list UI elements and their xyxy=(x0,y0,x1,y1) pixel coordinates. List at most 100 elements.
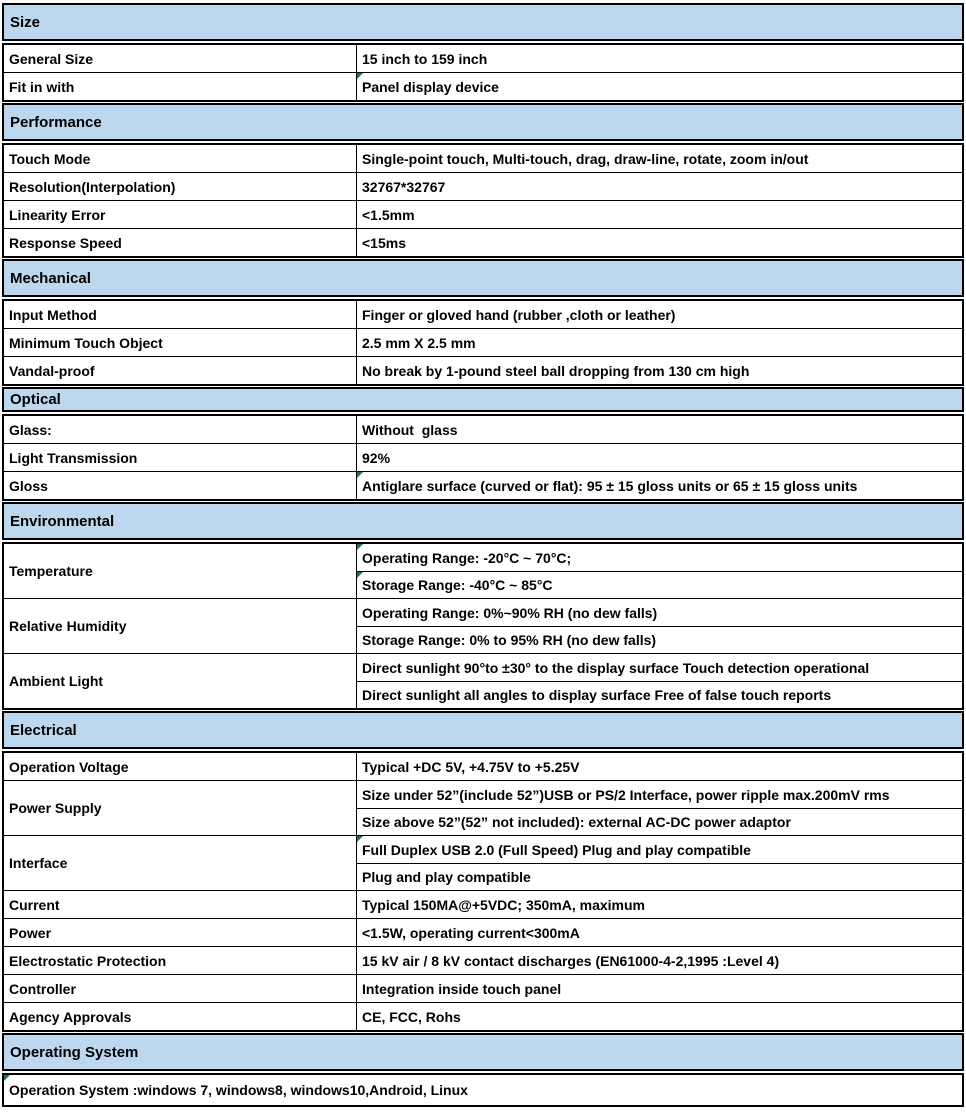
spec-row: General Size 15 inch to 159 inch xyxy=(4,45,962,72)
row-values: <1.5W, operating current<300mA xyxy=(357,919,962,946)
section-environmental: Environmental Temperature Operating Range:… xyxy=(2,502,964,710)
row-values: Operating Range: 0%~90% RH (no dew falls… xyxy=(357,599,962,653)
spec-row: Agency Approvals CE, FCC, Rohs xyxy=(4,1002,962,1030)
cell-flag-icon xyxy=(357,572,363,578)
row-label: Vandal-proof xyxy=(4,357,357,384)
row-value-text: Plug and play compatible xyxy=(362,869,531,885)
row-value-text: Full Duplex USB 2.0 (Full Speed) Plug an… xyxy=(362,841,751,858)
row-value: Single-point touch, Multi-touch, drag, d… xyxy=(357,145,962,172)
row-values: Full Duplex USB 2.0 (Full Speed) Plug an… xyxy=(357,836,962,890)
section-performance: Performance Touch Mode Single-point touch,… xyxy=(2,103,964,258)
row-values: Size under 52”(include 52”)USB or PS/2 I… xyxy=(357,781,962,835)
row-value-text: Direct sunlight 90°to ±30° to the displa… xyxy=(362,659,870,676)
row-label: Response Speed xyxy=(4,229,357,256)
row-values: Without glass xyxy=(357,416,962,443)
section-header: Mechanical xyxy=(2,259,964,297)
row-values: 92% xyxy=(357,444,962,471)
section-operating-system: Operating System Operation System :window… xyxy=(2,1033,964,1107)
row-value-text: 15 kV air / 8 kV contact discharges (EN6… xyxy=(362,952,780,969)
row-label: Operation Voltage xyxy=(4,753,357,780)
row-value: Without glass xyxy=(357,416,962,443)
section-header: Optical xyxy=(2,387,964,412)
section-header-label: Optical xyxy=(10,391,61,408)
row-value: Full Duplex USB 2.0 (Full Speed) Plug an… xyxy=(357,836,962,863)
spec-row: Interface Full Duplex USB 2.0 (Full Speed… xyxy=(4,835,962,890)
row-value: Direct sunlight 90°to ±30° to the displa… xyxy=(357,654,962,681)
row-values: 15 kV air / 8 kV contact discharges (EN6… xyxy=(357,947,962,974)
section-header: Electrical xyxy=(2,711,964,749)
row-value: 2.5 mm X 2.5 mm xyxy=(357,329,962,356)
section-rows: Operation System :windows 7, windows8, w… xyxy=(2,1073,964,1107)
row-label: Interface xyxy=(4,836,357,890)
row-values: Panel display device xyxy=(357,73,962,100)
row-values: 32767*32767 xyxy=(357,173,962,200)
spec-row: Power Supply Size under 52”(include 52”)U… xyxy=(4,780,962,835)
row-value-text: <1.5mm xyxy=(362,206,415,223)
row-label: Agency Approvals xyxy=(4,1003,357,1030)
spec-row: Controller Integration inside touch panel xyxy=(4,974,962,1002)
row-values: Typical +DC 5V, +4.75V to +5.25V xyxy=(357,753,962,780)
row-value: Size above 52”(52” not included): extern… xyxy=(357,808,962,835)
row-value-text: CE, FCC, Rohs xyxy=(362,1008,461,1025)
row-label: Electrostatic Protection xyxy=(4,947,357,974)
section-header-label: Performance xyxy=(10,113,102,131)
section-header-label: Mechanical xyxy=(10,269,91,287)
spec-row: Gloss Antiglare surface (curved or flat):… xyxy=(4,471,962,499)
row-value-text: Typical 150MA@+5VDC; 350mA, maximum xyxy=(362,896,646,913)
row-value: Storage Range: 0% to 95% RH (no dew fall… xyxy=(357,626,962,653)
row-value-text: Without glass xyxy=(362,421,458,438)
row-label: Fit in with xyxy=(4,73,357,100)
row-label: Linearity Error xyxy=(4,201,357,228)
row-full-value: Operation System :windows 7, windows8, w… xyxy=(4,1075,962,1105)
row-value-text: Direct sunlight all angles to display su… xyxy=(362,687,832,703)
section-optical: Optical Glass: Without glass Light Transmis… xyxy=(2,387,964,501)
row-value-text: Finger or gloved hand (rubber ,cloth or … xyxy=(362,306,676,323)
cell-flag-icon xyxy=(357,544,363,550)
section-header-label: Size xyxy=(10,13,41,31)
row-value: Panel display device xyxy=(357,73,962,100)
row-label: Input Method xyxy=(4,301,357,328)
row-value-text: Typical +DC 5V, +4.75V to +5.25V xyxy=(362,758,580,775)
row-value-text: 15 inch to 159 inch xyxy=(362,50,488,67)
row-values: Direct sunlight 90°to ±30° to the displa… xyxy=(357,654,962,708)
row-value-text: Size under 52”(include 52”)USB or PS/2 I… xyxy=(362,786,890,803)
row-value-text: Size above 52”(52” not included): extern… xyxy=(362,814,791,830)
row-value-text: Storage Range: -40°C ~ 85°C xyxy=(362,577,553,593)
row-value: 32767*32767 xyxy=(357,173,962,200)
row-values: Typical 150MA@+5VDC; 350mA, maximum xyxy=(357,891,962,918)
row-value: <15ms xyxy=(357,229,962,256)
row-value-text: <15ms xyxy=(362,234,406,251)
row-value: Finger or gloved hand (rubber ,cloth or … xyxy=(357,301,962,328)
section-header: Operating System xyxy=(2,1033,964,1071)
spec-row: Operation Voltage Typical +DC 5V, +4.75V … xyxy=(4,753,962,780)
section-rows: Temperature Operating Range: -20°C ~ 70°C… xyxy=(2,542,964,710)
spec-row: Minimum Touch Object 2.5 mm X 2.5 mm xyxy=(4,328,962,356)
section-header-label: Environmental xyxy=(10,512,115,530)
spec-row: Touch Mode Single-point touch, Multi-touc… xyxy=(4,145,962,172)
row-value: Antiglare surface (curved or flat): 95 ±… xyxy=(357,472,962,499)
row-label: Glass: xyxy=(4,416,357,443)
row-label: Ambient Light xyxy=(4,654,357,708)
section-header: Environmental xyxy=(2,502,964,540)
section-rows: General Size 15 inch to 159 inch Fit in wi… xyxy=(2,43,964,102)
spec-row: Current Typical 150MA@+5VDC; 350mA, maxim… xyxy=(4,890,962,918)
row-value-text: Storage Range: 0% to 95% RH (no dew fall… xyxy=(362,632,657,648)
section-rows: Input Method Finger or gloved hand (rubbe… xyxy=(2,299,964,386)
row-value-text: No break by 1-pound steel ball dropping … xyxy=(362,362,750,379)
section-rows: Operation Voltage Typical +DC 5V, +4.75V … xyxy=(2,751,964,1032)
row-value: Storage Range: -40°C ~ 85°C xyxy=(357,571,962,598)
row-value-text: Operating Range: -20°C ~ 70°C; xyxy=(362,549,572,566)
section-electrical: Electrical Operation Voltage Typical +DC 5… xyxy=(2,711,964,1032)
row-values: Antiglare surface (curved or flat): 95 ±… xyxy=(357,472,962,499)
spec-row: Relative Humidity Operating Range: 0%~90%… xyxy=(4,598,962,653)
cell-flag-icon xyxy=(357,73,363,79)
spec-row: Temperature Operating Range: -20°C ~ 70°C… xyxy=(4,544,962,598)
row-value-text: Panel display device xyxy=(362,78,499,95)
spec-row: Ambient Light Direct sunlight 90°to ±30° … xyxy=(4,653,962,708)
spec-row: Light Transmission 92% xyxy=(4,443,962,471)
row-value: No break by 1-pound steel ball dropping … xyxy=(357,357,962,384)
row-value-text: 32767*32767 xyxy=(362,178,446,195)
section-rows: Glass: Without glass Light Transmission 92%… xyxy=(2,414,964,501)
cell-flag-icon xyxy=(357,836,363,842)
